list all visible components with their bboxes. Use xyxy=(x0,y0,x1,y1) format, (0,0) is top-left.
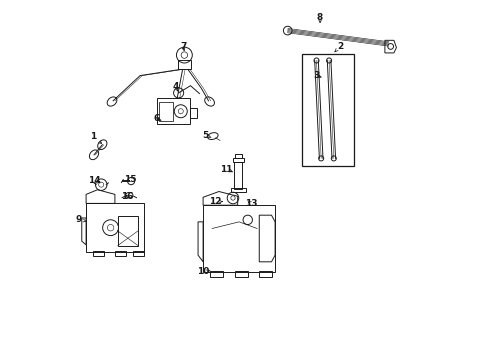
Text: 2: 2 xyxy=(336,42,342,51)
Bar xyxy=(230,188,245,192)
Bar xyxy=(203,205,275,272)
Text: 8: 8 xyxy=(316,13,323,22)
Bar xyxy=(178,60,190,69)
Bar xyxy=(93,251,104,256)
Bar xyxy=(157,98,189,124)
Bar xyxy=(133,251,143,256)
Text: 12: 12 xyxy=(209,197,222,206)
Bar xyxy=(159,102,172,121)
Bar xyxy=(302,54,354,166)
Bar xyxy=(115,251,125,256)
Text: 14: 14 xyxy=(87,176,100,185)
Bar xyxy=(86,203,143,252)
Bar xyxy=(232,158,244,162)
Text: 9: 9 xyxy=(76,215,82,224)
Text: 10: 10 xyxy=(197,267,209,276)
Text: 6: 6 xyxy=(153,114,159,123)
Bar xyxy=(210,271,223,277)
Text: 4: 4 xyxy=(173,82,179,91)
Bar xyxy=(118,216,138,246)
Text: 1: 1 xyxy=(90,132,96,141)
Text: 3: 3 xyxy=(313,71,319,80)
Bar xyxy=(235,271,247,277)
Text: 16: 16 xyxy=(121,192,134,201)
Text: 11: 11 xyxy=(220,165,232,174)
Bar xyxy=(234,162,242,189)
Bar xyxy=(258,271,271,277)
Text: 5: 5 xyxy=(202,130,207,139)
Text: 13: 13 xyxy=(245,199,258,208)
Bar xyxy=(235,154,241,158)
Text: 7: 7 xyxy=(180,42,186,51)
Bar xyxy=(189,108,197,118)
Text: 15: 15 xyxy=(123,175,136,184)
